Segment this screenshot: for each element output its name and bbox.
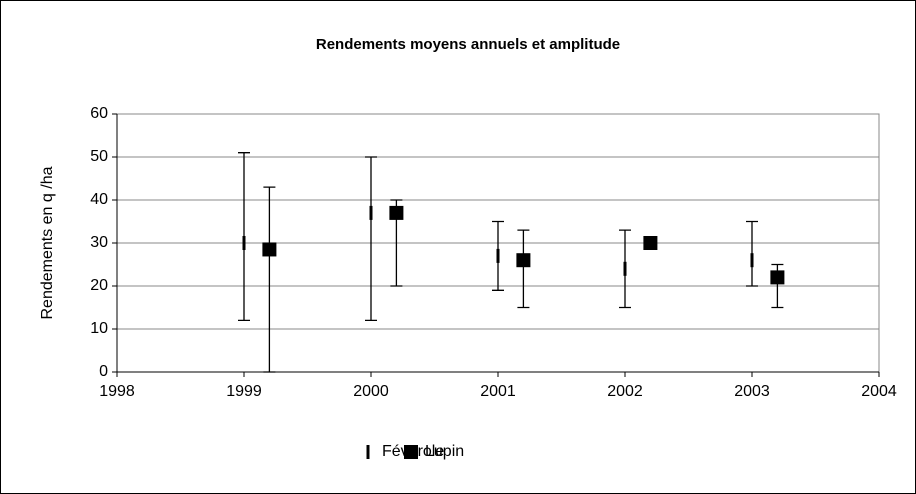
y-tick-label: 30 (90, 234, 108, 251)
mean-marker (242, 236, 246, 250)
error-bar (365, 156, 377, 322)
y-tick-label: 10 (90, 320, 108, 337)
mean-marker (750, 253, 754, 268)
error-bar (517, 229, 530, 309)
y-tick-label: 40 (90, 191, 108, 208)
x-tick-label: 2001 (480, 383, 516, 400)
x-tick-label: 1998 (99, 383, 135, 400)
mean-marker (770, 270, 785, 285)
x-tick-label: 2003 (734, 383, 770, 400)
mean-marker (516, 253, 531, 268)
x-tick-label: 2000 (353, 383, 389, 400)
error-bar (263, 186, 276, 373)
x-tick-label: 1999 (226, 383, 262, 400)
y-axis-label: Rendements en q /ha (39, 166, 56, 319)
x-tick-label: 2002 (607, 383, 643, 400)
chart-title: Rendements moyens annuels et amplitude (316, 36, 620, 53)
y-tick-label: 60 (90, 105, 108, 122)
mean-marker (623, 261, 627, 276)
y-tick-label: 0 (99, 363, 108, 380)
mean-marker (262, 242, 277, 257)
y-tick-label: 20 (90, 277, 108, 294)
x-tick-label: 2004 (861, 383, 897, 400)
y-tick-label: 50 (90, 148, 108, 165)
legend-marker (366, 445, 370, 459)
legend-marker (404, 445, 418, 459)
mean-marker (369, 205, 373, 220)
mean-marker (389, 205, 404, 220)
legend-label: Lupin (425, 443, 464, 460)
mean-marker (643, 236, 658, 250)
mean-marker (496, 248, 500, 263)
